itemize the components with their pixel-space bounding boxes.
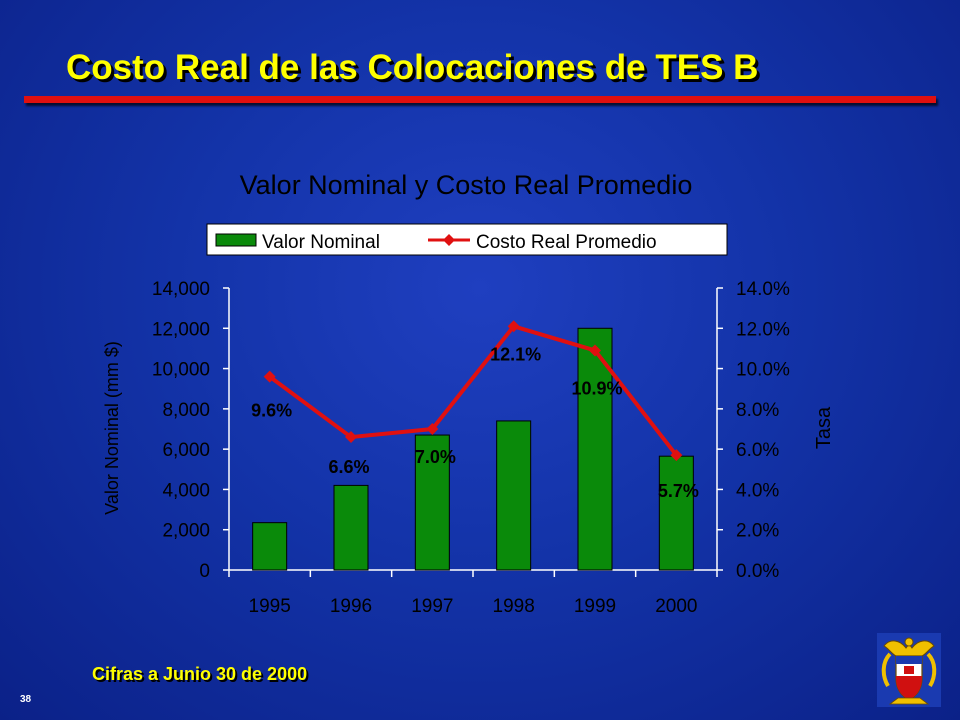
x-tick-label: 1996	[330, 596, 372, 617]
bar	[577, 327, 613, 571]
page-number: 38	[20, 694, 32, 705]
y-tick-label: 8,000	[162, 400, 210, 421]
legend-marker-costo-real	[443, 234, 455, 246]
slide-title: Costo Real de las Colocaciones de TES B	[66, 48, 759, 87]
bar	[414, 434, 450, 571]
line-marker	[263, 370, 276, 383]
y-tick-label: 12,000	[152, 319, 210, 340]
data-label: 9.6%	[251, 401, 292, 421]
data-label: 5.7%	[658, 481, 699, 501]
legend-swatch-valor-nominal	[215, 233, 257, 247]
data-label: 10.9%	[571, 378, 622, 398]
y-tick-label: 4,000	[162, 480, 210, 501]
line-marker	[589, 344, 601, 357]
y-tick-label: 2,000	[162, 521, 210, 542]
y2-tick-label: 6.0%	[736, 440, 779, 461]
y2-tick-label: 12.0%	[736, 319, 790, 340]
y2-axis-label: Tasa	[813, 406, 835, 449]
colombia-coat-of-arms-icon	[877, 633, 941, 707]
chart-title: Valor Nominal y Costo Real Promedio	[240, 170, 693, 200]
title-underline	[24, 96, 936, 103]
y-axis-label: Valor Nominal (mm $)	[102, 341, 122, 515]
line-marker	[345, 431, 357, 444]
x-tick-label: 1995	[249, 596, 291, 617]
x-tick-label: 1999	[574, 596, 616, 617]
bar	[333, 484, 369, 571]
y-tick-label: 14,000	[152, 279, 210, 300]
line-series-costo-real: 9.6% 6.6% 7.0% 12.1% 10.9% 5.7%	[251, 320, 699, 501]
bar-series-valor-nominal	[252, 327, 694, 571]
data-label: 12.1%	[490, 344, 541, 364]
y2-tick-label: 4.0%	[736, 480, 779, 501]
y-tick-label: 10,000	[152, 360, 210, 381]
data-label: 7.0%	[415, 447, 456, 467]
data-label: 6.6%	[328, 457, 369, 477]
y-axis-ticks: 0 2,000 4,000 6,000 8,000 10,000 12,000 14,000	[152, 279, 229, 582]
y-tick-label: 0	[199, 561, 210, 582]
bar	[658, 455, 694, 571]
x-axis-ticks: 1995 1996 1997 1998 1999 2000	[228, 570, 718, 617]
y2-axis-ticks: 0.0% 2.0% 4.0% 6.0% 8.0% 10.0% 12.0% 14.0%	[717, 279, 790, 582]
chart-legend: Valor Nominal Costo Real Promedio	[206, 223, 728, 256]
bar	[252, 522, 288, 571]
x-tick-label: 2000	[655, 596, 697, 617]
legend-label-costo-real: Costo Real Promedio	[476, 232, 657, 253]
line-marker	[426, 423, 439, 435]
line-marker	[507, 320, 520, 333]
y2-tick-label: 2.0%	[736, 521, 779, 542]
legend-label-valor-nominal: Valor Nominal	[262, 232, 380, 253]
y-tick-label: 6,000	[162, 440, 210, 461]
bar	[496, 420, 532, 571]
y2-tick-label: 0.0%	[736, 561, 779, 582]
line-marker	[670, 449, 683, 462]
line-path	[268, 324, 678, 457]
x-tick-label: 1998	[493, 596, 535, 617]
y2-tick-label: 14.0%	[736, 279, 790, 300]
footnote: Cifras a Junio 30 de 2000	[92, 664, 308, 684]
y2-tick-label: 10.0%	[736, 360, 790, 381]
x-tick-label: 1997	[411, 596, 453, 617]
y2-tick-label: 8.0%	[736, 400, 779, 421]
